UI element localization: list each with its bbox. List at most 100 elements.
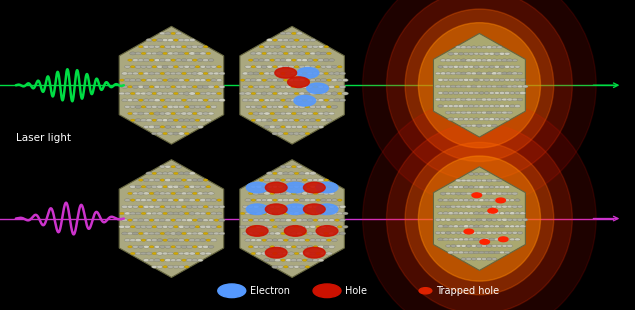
Circle shape [283,52,288,55]
Circle shape [267,92,273,95]
Circle shape [453,212,459,215]
Circle shape [157,239,163,241]
Circle shape [171,32,176,34]
Circle shape [192,192,197,195]
Circle shape [203,179,208,181]
Circle shape [302,126,307,128]
Circle shape [283,65,289,68]
Circle shape [184,239,189,241]
Circle shape [168,212,173,215]
Circle shape [318,192,324,195]
Circle shape [162,252,168,255]
Circle shape [135,252,141,255]
Circle shape [164,32,171,35]
Circle shape [141,239,146,241]
Circle shape [189,198,196,202]
Circle shape [438,92,443,94]
Circle shape [316,66,321,68]
Circle shape [484,52,490,55]
Circle shape [318,99,324,102]
Circle shape [269,232,276,235]
Circle shape [277,38,283,42]
Circle shape [299,172,305,175]
Circle shape [160,99,165,101]
Circle shape [479,52,485,55]
Circle shape [522,85,528,88]
Circle shape [280,219,286,222]
Circle shape [288,92,294,95]
Circle shape [291,99,297,102]
Circle shape [170,126,176,128]
Circle shape [288,265,294,268]
Circle shape [146,79,152,82]
Circle shape [170,179,177,182]
Circle shape [461,245,466,247]
Circle shape [318,126,324,128]
Circle shape [489,52,495,55]
Circle shape [479,105,485,107]
Circle shape [497,111,502,114]
Circle shape [206,52,211,55]
Circle shape [318,245,324,248]
Circle shape [451,111,456,114]
Circle shape [445,72,451,75]
Circle shape [438,212,443,215]
Circle shape [164,45,171,48]
Circle shape [456,219,461,221]
Circle shape [305,52,310,55]
Circle shape [310,52,316,55]
Circle shape [288,52,294,55]
Circle shape [484,173,490,175]
Circle shape [512,85,518,88]
Circle shape [218,284,246,298]
Circle shape [208,219,214,222]
Circle shape [122,99,128,102]
Circle shape [197,179,203,182]
Circle shape [324,232,329,235]
Circle shape [455,72,462,75]
Circle shape [339,99,345,102]
Circle shape [280,245,286,248]
Circle shape [270,246,275,248]
Circle shape [494,225,500,228]
Circle shape [256,185,262,188]
Circle shape [208,112,214,115]
Circle shape [267,199,272,202]
Circle shape [438,65,443,68]
Circle shape [264,179,270,182]
Circle shape [143,179,149,182]
Circle shape [160,126,165,128]
Circle shape [479,238,485,241]
Circle shape [160,72,165,75]
Circle shape [448,186,453,188]
Circle shape [128,219,133,221]
Circle shape [291,179,297,182]
Circle shape [461,192,467,195]
Circle shape [163,52,168,55]
Circle shape [146,52,152,55]
Circle shape [178,132,185,135]
Circle shape [512,59,518,62]
Circle shape [251,226,256,228]
Circle shape [302,72,307,75]
Circle shape [297,165,302,168]
Circle shape [176,112,182,115]
Circle shape [464,212,469,215]
Circle shape [242,72,248,75]
Text: Trapped hole: Trapped hole [436,286,499,296]
Circle shape [331,65,337,68]
Circle shape [491,59,497,62]
Circle shape [342,79,348,82]
Circle shape [469,118,474,121]
Circle shape [171,246,176,248]
Circle shape [286,259,291,262]
Circle shape [181,219,187,222]
Circle shape [310,252,316,255]
Circle shape [138,85,144,88]
Circle shape [502,205,507,208]
Circle shape [187,232,192,235]
Circle shape [297,45,302,48]
Circle shape [256,199,262,202]
Circle shape [144,72,149,75]
Circle shape [267,65,272,68]
